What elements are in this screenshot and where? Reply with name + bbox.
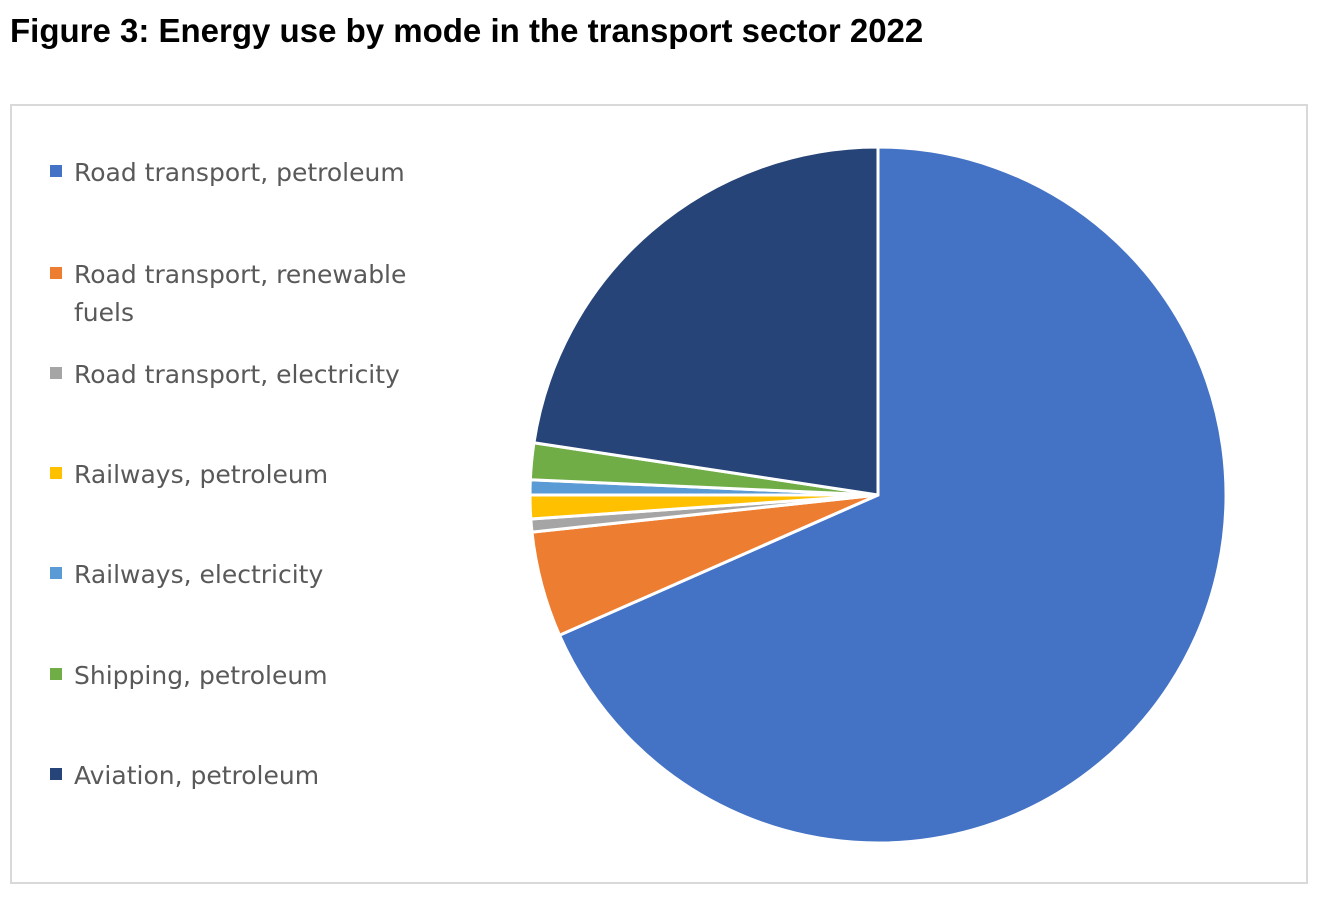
legend-item: Railways, petroleum	[50, 456, 454, 494]
legend-label: Road transport, renewable fuels	[74, 260, 407, 327]
legend-item: Railways, electricity	[50, 556, 454, 594]
legend-label: Railways, electricity	[74, 560, 324, 589]
legend-label: Road transport, electricity	[74, 360, 400, 389]
pie-chart	[528, 145, 1228, 845]
legend-item: Road transport, electricity	[50, 356, 454, 394]
legend-item: Aviation, petroleum	[50, 757, 454, 795]
legend-swatch	[50, 567, 62, 579]
legend-label: Shipping, petroleum	[74, 661, 328, 690]
legend-swatch	[50, 367, 62, 379]
legend-swatch	[50, 267, 62, 279]
figure-title: Figure 3: Energy use by mode in the tran…	[10, 12, 924, 49]
legend-swatch	[50, 165, 62, 177]
pie-slice-aviation-petroleum	[532, 145, 880, 497]
legend-swatch	[50, 668, 62, 680]
pie-slice-road-transport-petroleum	[558, 145, 1228, 845]
legend-swatch	[50, 768, 62, 780]
legend-label: Aviation, petroleum	[74, 761, 320, 790]
legend-item: Shipping, petroleum	[50, 657, 454, 695]
legend-swatch	[50, 467, 62, 479]
legend-label: Road transport, petroleum	[74, 158, 405, 187]
chart-area: Road transport, petroleum Road transport,…	[10, 104, 1308, 884]
legend-item: Road transport, petroleum	[50, 154, 454, 192]
legend-label: Railways, petroleum	[74, 460, 329, 489]
legend-item: Road transport, renewable fuels	[50, 256, 454, 332]
